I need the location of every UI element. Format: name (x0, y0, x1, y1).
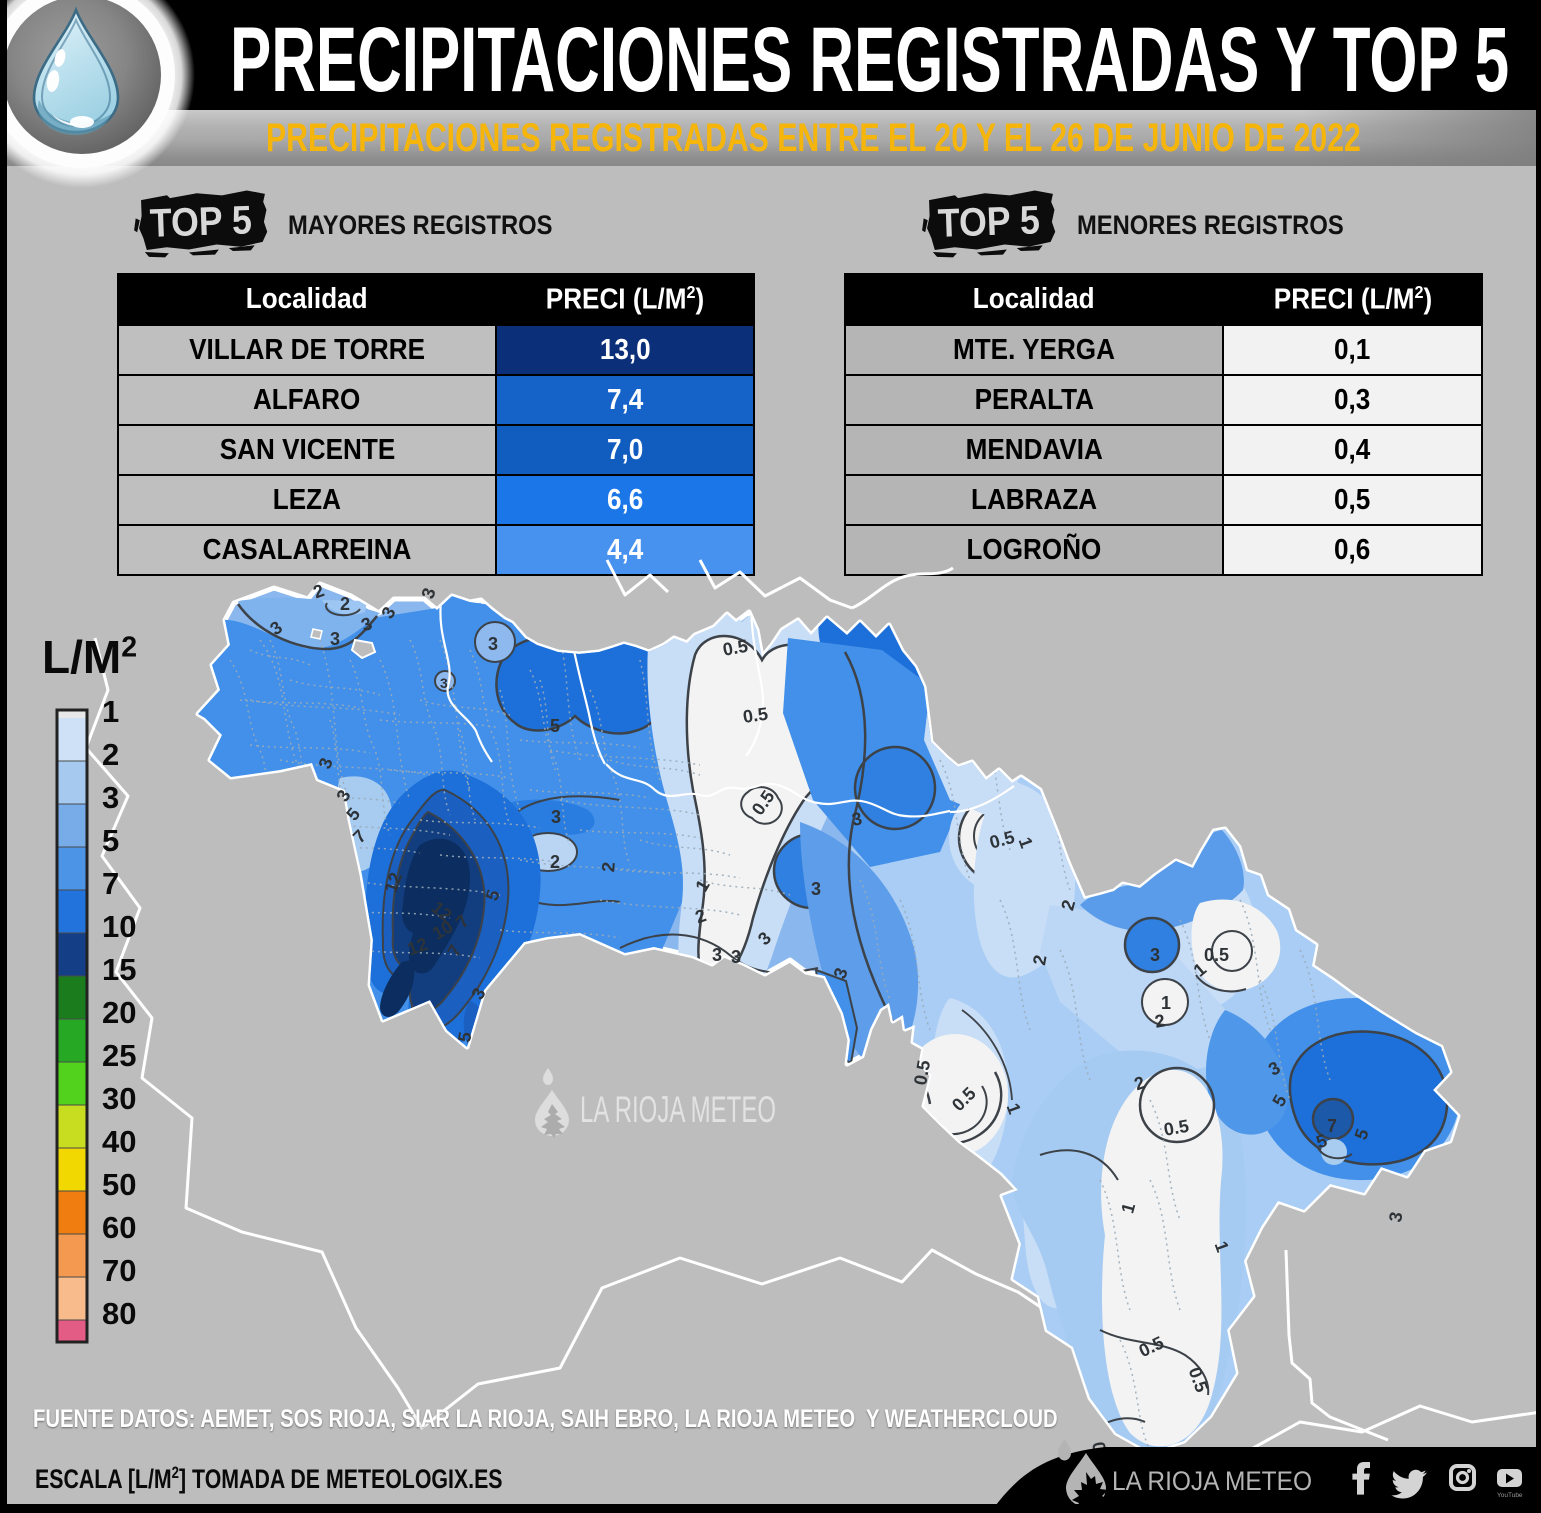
svg-text:25: 25 (102, 1038, 136, 1073)
svg-text:7: 7 (102, 866, 119, 901)
svg-text:10: 10 (102, 909, 136, 944)
svg-text:LA RIOJA METEO: LA RIOJA METEO (1112, 1466, 1312, 1496)
svg-text:3: 3 (1150, 945, 1160, 965)
svg-text:1: 1 (1117, 1201, 1139, 1216)
svg-text:15: 15 (102, 952, 136, 987)
svg-text:LA RIOJA METEO: LA RIOJA METEO (580, 1089, 776, 1130)
svg-text:30: 30 (102, 1081, 136, 1116)
svg-text:70: 70 (102, 1253, 136, 1288)
svg-text:5: 5 (454, 1030, 475, 1043)
svg-text:3: 3 (102, 780, 119, 815)
svg-text:3: 3 (811, 879, 821, 899)
svg-text:YouTube: YouTube (1497, 1492, 1523, 1499)
svg-text:3: 3 (488, 634, 498, 654)
svg-text:2: 2 (340, 594, 350, 614)
svg-text:1: 1 (1161, 993, 1171, 1013)
svg-text:60: 60 (102, 1210, 136, 1245)
svg-text:2: 2 (1057, 898, 1079, 913)
svg-text:2: 2 (102, 737, 119, 772)
svg-text:0.5: 0.5 (910, 1059, 934, 1087)
svg-text:7: 7 (1327, 1116, 1337, 1136)
svg-text:3: 3 (330, 629, 340, 649)
svg-text:3: 3 (551, 807, 561, 827)
svg-text:TOP 5: TOP 5 (937, 198, 1040, 246)
svg-text:20: 20 (102, 995, 136, 1030)
svg-text:0.5: 0.5 (1162, 1116, 1190, 1140)
svg-text:0.5: 0.5 (742, 704, 770, 727)
svg-text:1: 1 (102, 700, 119, 729)
svg-text:3: 3 (731, 947, 741, 967)
svg-text:3: 3 (712, 945, 722, 965)
svg-text:5: 5 (550, 716, 560, 736)
svg-text:3: 3 (1385, 1210, 1406, 1223)
svg-text:40: 40 (102, 1124, 136, 1159)
svg-text:50: 50 (102, 1167, 136, 1202)
svg-text:2: 2 (1029, 953, 1050, 966)
svg-text:2: 2 (550, 852, 560, 872)
svg-text:2: 2 (598, 861, 619, 873)
svg-text:80: 80 (102, 1296, 136, 1331)
svg-text:0.5: 0.5 (1204, 945, 1229, 965)
svg-text:TOP 5: TOP 5 (149, 198, 252, 246)
svg-text:2: 2 (1153, 1010, 1166, 1031)
svg-text:3: 3 (850, 808, 863, 829)
svg-text:0.5: 0.5 (721, 636, 749, 660)
svg-text:3: 3 (440, 675, 448, 691)
svg-text:5: 5 (102, 823, 119, 858)
